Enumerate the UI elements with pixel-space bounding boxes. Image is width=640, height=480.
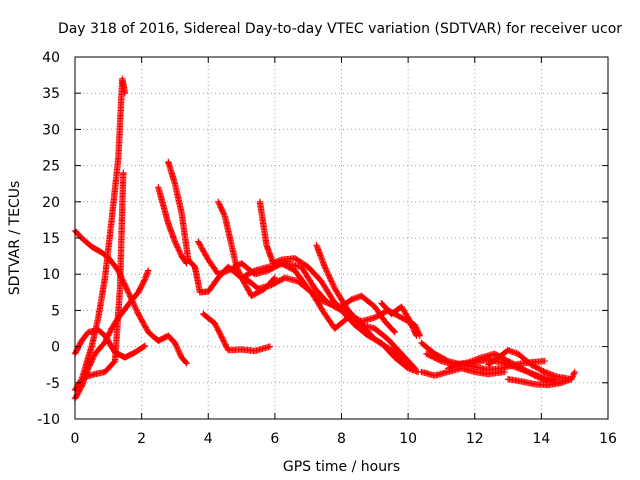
y-tick-label: 20 xyxy=(42,195,60,211)
series-points xyxy=(81,169,127,381)
y-axis: -10 -5 0 5 10 15 20 25 30 35 40 xyxy=(37,50,608,428)
x-tick-label: 16 xyxy=(599,431,617,447)
series-arc-h xyxy=(200,310,274,355)
series-arc-r xyxy=(444,357,548,373)
y-tick-label: 40 xyxy=(42,50,60,66)
x-tick-label: 0 xyxy=(71,431,80,447)
y-tick-label: -10 xyxy=(37,412,60,428)
series-arc-n xyxy=(378,300,420,339)
series-arc-m xyxy=(313,242,418,372)
series-points xyxy=(165,158,279,300)
series-points xyxy=(256,198,423,339)
series-points xyxy=(155,184,190,267)
y-tick-label: 30 xyxy=(42,122,60,138)
series-arc-o xyxy=(418,365,508,379)
x-tick-label: 6 xyxy=(270,431,279,447)
series-points xyxy=(444,357,548,373)
x-tick-label: 2 xyxy=(137,431,146,447)
series-points xyxy=(200,310,274,355)
y-tick-label: 15 xyxy=(42,231,60,247)
series-points xyxy=(484,347,578,383)
grid xyxy=(75,57,608,419)
y-tick-label: 35 xyxy=(42,86,60,102)
series-points xyxy=(418,365,508,379)
series-arc-t xyxy=(484,347,578,383)
series-arc-e xyxy=(81,169,127,381)
y-tick-label: 25 xyxy=(42,159,60,175)
series-arc-j xyxy=(256,198,423,339)
x-tick-label: 14 xyxy=(532,431,550,447)
x-axis-label: GPS time / hours xyxy=(283,459,400,475)
series-points xyxy=(313,242,418,372)
x-axis: 0 2 4 6 8 10 12 14 16 xyxy=(71,57,617,447)
y-tick-label: 5 xyxy=(51,303,60,319)
data-layer xyxy=(71,75,578,402)
y-tick-label: -5 xyxy=(46,376,60,392)
y-tick-label: 0 xyxy=(51,340,60,356)
y-tick-label: 10 xyxy=(42,267,60,283)
chart-title: Day 318 of 2016, Sidereal Day-to-day VTE… xyxy=(58,21,622,37)
x-tick-label: 8 xyxy=(337,431,346,447)
series-arc-g xyxy=(165,158,279,300)
x-tick-label: 12 xyxy=(466,431,484,447)
y-axis-label: SDTVAR / TECUs xyxy=(7,181,23,296)
x-tick-label: 4 xyxy=(204,431,213,447)
x-tick-label: 10 xyxy=(399,431,417,447)
series-points xyxy=(378,300,420,339)
series-arc-f xyxy=(155,184,190,267)
